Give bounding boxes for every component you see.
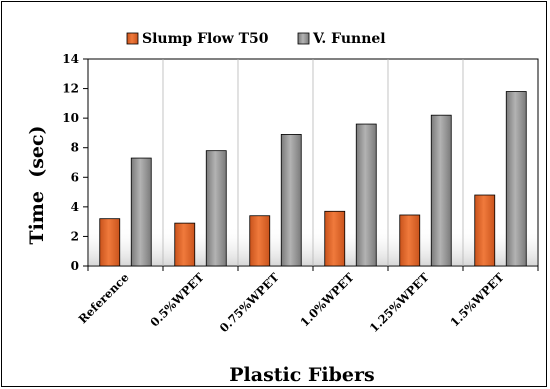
y-tick-label: 12 [62,82,79,96]
bar-v-funnel [280,134,302,267]
bar-slump-flow [324,210,346,267]
y-axis: 0 2 4 6 8 10 12 14 [62,52,88,273]
x-tick-label: 0.5%WPET [147,270,207,330]
gridlines [162,59,464,266]
legend-label-vfunnel: V. Funnel [312,31,386,47]
y-tick-label: 10 [62,111,79,125]
y-tick-label: 6 [71,170,79,184]
x-tick-label: 0.75%WPET [217,270,282,335]
bar-slump-flow [474,194,496,267]
bar-slump-flow [174,222,196,267]
y-tick-label: 0 [71,259,79,273]
bar-v-funnel [430,114,452,267]
y-axis-title: Time (sec) [26,125,48,244]
x-axis: Reference 0.5%WPET 0.75%WPET 1.0%WPET 1.25%W… [76,266,539,335]
y-tick-label: 14 [62,52,79,66]
y-tick-label: 2 [71,229,79,243]
x-axis-title: Plastic Fibers [229,364,374,386]
legend: Slump Flow T50 V. Funnel [126,31,386,47]
bar-v-funnel [505,91,527,267]
legend-swatch-slump [126,32,139,45]
x-tick-label: 1.25%WPET [367,270,432,335]
legend-label-slump: Slump Flow T50 [142,31,269,47]
bars [99,91,527,267]
y-tick-label: 4 [71,200,79,214]
x-tick-label: Reference [76,270,132,326]
bar-v-funnel [205,150,227,267]
bar-slump-flow [99,218,121,267]
bar-v-funnel [355,123,377,267]
bar-slump-flow [249,215,271,267]
x-tick-label: 1.0%WPET [297,270,357,330]
bar-slump-flow [399,214,421,267]
bar-v-funnel [130,157,152,267]
x-tick-label: 1.5%WPET [447,270,507,330]
y-tick-label: 8 [71,141,79,155]
legend-swatch-vfunnel [297,32,310,45]
